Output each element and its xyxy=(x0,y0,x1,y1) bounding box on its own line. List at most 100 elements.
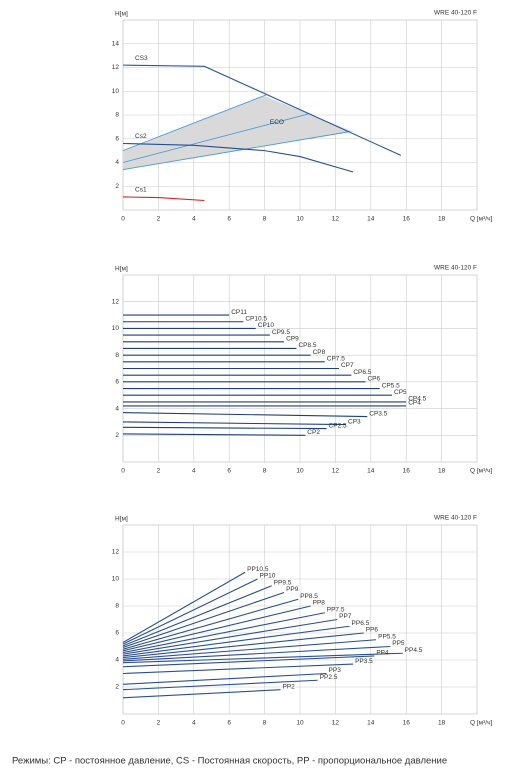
eco-line xyxy=(122,94,267,152)
x-axis-label: Q [м³/ч] xyxy=(470,720,492,727)
series-label: PP5.5 xyxy=(378,633,396,640)
x-tick-label: 8 xyxy=(263,468,267,475)
series-label: PP4.5 xyxy=(405,647,423,654)
series-line xyxy=(122,571,246,643)
series-label: CP5.5 xyxy=(382,382,400,389)
y-tick-label: 4 xyxy=(115,657,119,664)
eco-line xyxy=(122,113,309,163)
series-label: PP7.5 xyxy=(327,606,345,613)
x-tick-label: 4 xyxy=(192,720,196,727)
x-tick-label: 18 xyxy=(438,720,446,727)
series-line xyxy=(122,578,258,645)
x-axis-label: Q [м³/ч] xyxy=(470,468,492,475)
x-tick-label: 2 xyxy=(157,468,161,475)
series-label: CP7 xyxy=(341,362,354,369)
series-label: CP6.5 xyxy=(353,369,371,376)
series-label: PP6 xyxy=(366,627,379,634)
series-line xyxy=(122,672,327,685)
series-label: PP3.5 xyxy=(355,658,373,665)
series-line xyxy=(122,625,350,657)
x-tick-label: 6 xyxy=(227,720,231,727)
y-tick-label: 2 xyxy=(115,684,119,691)
y-tick-label: 10 xyxy=(112,88,120,95)
series-line xyxy=(122,591,285,648)
y-axis-label: H[м] xyxy=(115,266,128,273)
x-tick-label: 10 xyxy=(296,216,304,223)
series-line xyxy=(122,639,377,660)
y-tick-label: 8 xyxy=(115,112,119,119)
series-label: PP2.5 xyxy=(320,674,338,681)
y-tick-label: 4 xyxy=(115,405,119,412)
series-line xyxy=(122,652,403,664)
series-label: PP5 xyxy=(392,640,405,647)
series-label: PP8 xyxy=(313,600,326,607)
series-label: PP4 xyxy=(376,650,389,657)
series-line xyxy=(122,663,354,675)
y-tick-label: 4 xyxy=(115,159,119,166)
y-tick-label: 12 xyxy=(112,549,120,556)
x-tick-label: 14 xyxy=(367,468,375,475)
series-label: PP10 xyxy=(260,573,276,580)
series-line xyxy=(122,585,272,647)
y-tick-label: 14 xyxy=(112,40,120,47)
series-label: PP9 xyxy=(286,586,299,593)
y-axis-label: H[м] xyxy=(115,11,128,18)
x-tick-label: 18 xyxy=(438,468,446,475)
x-tick-label: 4 xyxy=(192,468,196,475)
y-tick-label: 8 xyxy=(115,352,119,359)
x-tick-label: 0 xyxy=(121,468,125,475)
series-label: Cs1 xyxy=(135,187,147,194)
y-tick-label: 2 xyxy=(115,432,119,439)
series-label: PP8.5 xyxy=(300,593,318,600)
series-label: PP3 xyxy=(329,667,342,674)
series-line xyxy=(122,655,375,668)
x-tick-label: 2 xyxy=(157,720,161,727)
series-line xyxy=(122,618,338,655)
x-tick-label: 6 xyxy=(227,468,231,475)
series-label: CP9.5 xyxy=(272,329,290,336)
x-tick-label: 6 xyxy=(227,216,231,223)
series-label: CP6 xyxy=(367,376,380,383)
series-label: CS3 xyxy=(135,55,148,62)
x-tick-label: 12 xyxy=(332,216,340,223)
series-line xyxy=(122,612,325,654)
series-label: CP2 xyxy=(307,429,320,436)
x-tick-label: 12 xyxy=(332,468,340,475)
series-label: CP3 xyxy=(348,418,361,425)
series-line xyxy=(122,64,402,156)
series-line xyxy=(122,598,299,650)
series-line xyxy=(122,645,391,662)
series-label: CP9 xyxy=(286,336,299,343)
eco-line xyxy=(122,131,350,171)
series-line xyxy=(122,142,354,173)
series-label: CP11 xyxy=(231,309,247,316)
y-tick-label: 12 xyxy=(112,64,120,71)
y-tick-label: 6 xyxy=(115,135,119,142)
x-tick-label: 8 xyxy=(263,216,267,223)
region-label: ECO xyxy=(270,119,284,126)
y-axis-label: H[м] xyxy=(115,516,128,523)
series-label: PP7 xyxy=(339,613,352,620)
y-tick-label: 10 xyxy=(112,576,120,583)
x-tick-label: 10 xyxy=(296,720,304,727)
x-tick-label: 0 xyxy=(121,216,125,223)
series-label: CP8.5 xyxy=(298,342,316,349)
series-line xyxy=(122,426,327,430)
y-tick-label: 12 xyxy=(112,298,120,305)
x-tick-label: 2 xyxy=(157,216,161,223)
series-label: CP4 xyxy=(408,400,421,407)
x-tick-label: 14 xyxy=(367,720,375,727)
series-line xyxy=(122,433,306,436)
series-line xyxy=(122,412,368,418)
y-tick-label: 8 xyxy=(115,603,119,610)
series-line xyxy=(122,632,364,659)
series-line xyxy=(122,421,347,426)
x-tick-label: 16 xyxy=(403,216,411,223)
x-tick-label: 10 xyxy=(296,468,304,475)
series-line xyxy=(122,196,205,202)
series-label: CP8 xyxy=(313,349,326,356)
series-line xyxy=(122,689,281,699)
series-label: Cs2 xyxy=(135,133,147,140)
x-axis-label: Q [м³/ч] xyxy=(470,216,492,223)
